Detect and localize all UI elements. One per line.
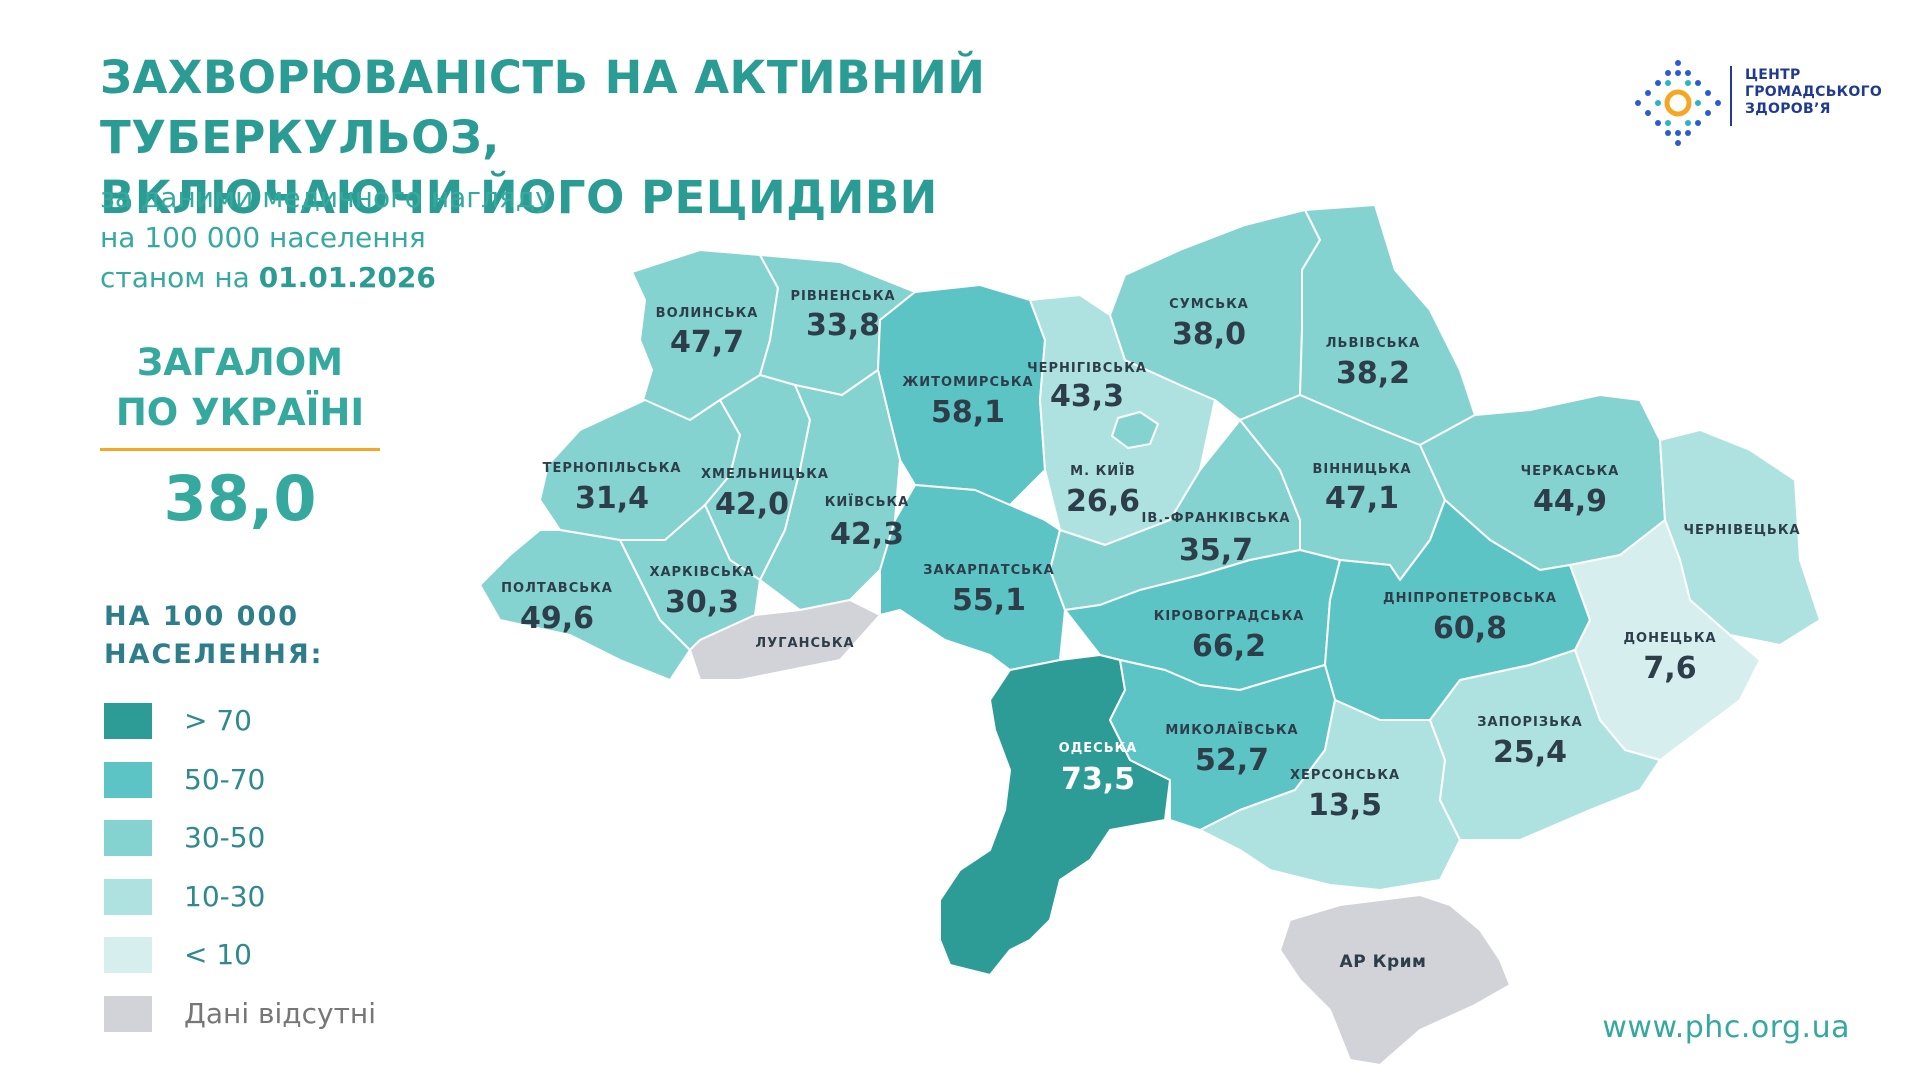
region-value: 33,8: [806, 308, 880, 343]
region-value: 43,3: [1050, 379, 1124, 414]
region-label: ДНІПРОПЕТРОВСЬКА: [1383, 591, 1557, 606]
region-value: 49,6: [520, 601, 594, 636]
region-label: ЗАКАРПАТСЬКА: [923, 563, 1054, 578]
region-label: РІВНЕНСЬКА: [790, 289, 895, 304]
legend-label: 30-50: [184, 821, 266, 854]
region-label: ОДЕСЬКА: [1059, 741, 1138, 756]
region-value: 66,2: [1192, 629, 1266, 664]
region-vinnytska[interactable]: [879, 484, 1066, 671]
region-khmelnytska[interactable]: [759, 369, 901, 611]
region-label: ВОЛИНСЬКА: [656, 306, 759, 321]
region-crimea: [1279, 894, 1511, 1066]
region-value: 30,3: [665, 585, 739, 620]
region-kyiv-city[interactable]: [1111, 411, 1159, 449]
region-value: 55,1: [952, 583, 1026, 618]
subtitle-date: 01.01.2026: [258, 261, 436, 294]
legend-swatch: [104, 820, 152, 856]
logo-divider: [1730, 66, 1732, 126]
region-value: 58,1: [931, 395, 1005, 430]
legend-label: > 70: [184, 704, 252, 737]
legend-title: НА 100 000 НАСЕЛЕННЯ:: [104, 598, 323, 674]
region-value: 73,5: [1061, 762, 1135, 797]
region-value: 38,0: [1172, 317, 1246, 352]
region-value: 42,0: [715, 487, 789, 522]
region-label: ХЕРСОНСЬКА: [1290, 768, 1400, 783]
legend-label: Дані відсутні: [184, 996, 377, 1030]
subtitle-line-1: за даними медичного нагляду: [100, 181, 552, 214]
legend-swatch: [104, 937, 152, 973]
region-label: СУМСЬКА: [1169, 297, 1249, 312]
region-label: ЧЕРНІВЕЦЬКА: [1683, 523, 1800, 538]
region-value: 26,6: [1066, 484, 1140, 519]
total-divider: [100, 448, 380, 451]
region-value: 25,4: [1493, 735, 1567, 770]
region-label: МИКОЛАЇВСЬКА: [1165, 722, 1298, 738]
legend-label: 50-70: [184, 762, 266, 796]
region-value: 52,7: [1195, 743, 1269, 778]
region-label: ВІННИЦЬКА: [1312, 462, 1411, 477]
logo-line-3: ЗДОРОВ’Я: [1745, 101, 1831, 117]
legend-label: < 10: [184, 938, 252, 971]
total-value: 38,0: [163, 462, 317, 535]
total-box: ЗАГАЛОМ ПО УКРАЇНІ 38,0: [100, 338, 380, 535]
region-zaporizka[interactable]: [1429, 649, 1661, 841]
region-label: КІРОВОГРАДСЬКА: [1154, 609, 1305, 624]
legend-swatch: [104, 878, 152, 915]
region-label: ЧЕРКАСЬКА: [1521, 464, 1620, 479]
region-value: 44,9: [1533, 484, 1607, 519]
logo-text: ЦЕНТР ГРОМАДСЬКОГО ЗДОРОВ’Я: [1745, 67, 1882, 118]
region-label: ЧЕРНІГІВСЬКА: [1027, 361, 1147, 376]
region-label: ІВ.-ФРАНКІВСЬКА: [1142, 511, 1291, 526]
subtitle-date-prefix: станом на: [100, 261, 259, 294]
region-label: М. КИЇВ: [1070, 463, 1136, 479]
region-value: 42,3: [830, 517, 904, 552]
region-label: ХМЕЛЬНИЦЬКА: [701, 467, 829, 482]
subtitle-line-2: на 100 000 населення: [100, 221, 426, 254]
legend-title-line-2: НАСЕЛЕННЯ:: [104, 639, 324, 670]
region-label: АР Крим: [1340, 952, 1427, 972]
legend-swatch: [104, 761, 152, 798]
region-value: 60,8: [1433, 611, 1507, 646]
legend-swatch: [104, 703, 152, 739]
total-label-line-2: ПО УКРАЇНІ: [115, 391, 365, 434]
logo-line-1: ЦЕНТР: [1745, 67, 1801, 83]
title-line-2: ВКЛЮЧАЮЧИ ЙОГО РЕЦИДИВИ: [100, 171, 938, 224]
region-label: ЛЬВІВСЬКА: [1326, 336, 1421, 351]
title-line-1: ЗАХВОРЮВАНІСТЬ НА АКТИВНИЙ ТУБЕРКУЛЬОЗ,: [100, 51, 986, 164]
region-value: 13,5: [1308, 788, 1382, 823]
legend-title-line-1: НА 100 000: [104, 601, 300, 632]
region-khersonska[interactable]: [1199, 699, 1461, 891]
total-label-line-1: ЗАГАЛОМ: [136, 341, 344, 384]
phc-dots-logo-icon: [1635, 60, 1721, 146]
website-url[interactable]: www.phc.org.ua: [1602, 1010, 1850, 1045]
legend-label: 10-30: [184, 879, 266, 913]
region-label: ЖИТОМИРСЬКА: [902, 375, 1033, 390]
total-label: ЗАГАЛОМ ПО УКРАЇНІ: [100, 338, 380, 438]
region-value: 35,7: [1179, 533, 1253, 568]
region-value: 47,7: [670, 325, 744, 360]
legend-swatch: [104, 995, 152, 1032]
region-label: ДОНЕЦЬКА: [1623, 631, 1716, 646]
page-title: ЗАХВОРЮВАНІСТЬ НА АКТИВНИЙ ТУБЕРКУЛЬОЗ, …: [100, 48, 1350, 228]
logo-line-2: ГРОМАДСЬКОГО: [1745, 84, 1883, 100]
region-label: ЗАПОРІЗЬКА: [1477, 715, 1582, 730]
region-label: ПОЛТАВСЬКА: [501, 581, 613, 596]
region-value: 38,2: [1336, 356, 1410, 391]
subtitle: за даними медичного нагляду на 100 000 н…: [100, 178, 552, 298]
region-value: 47,1: [1325, 481, 1399, 516]
subtitle-line-3: станом на 01.01.2026: [100, 258, 552, 298]
region-value: 7,6: [1643, 651, 1696, 686]
region-label: ТЕРНОПІЛЬСЬКА: [543, 461, 682, 476]
region-label: КИЇВСЬКА: [825, 494, 909, 510]
region-label: ЛУГАНСЬКА: [755, 636, 854, 651]
region-label: ХАРКІВСЬКА: [649, 565, 754, 580]
region-value: 31,4: [575, 481, 649, 516]
